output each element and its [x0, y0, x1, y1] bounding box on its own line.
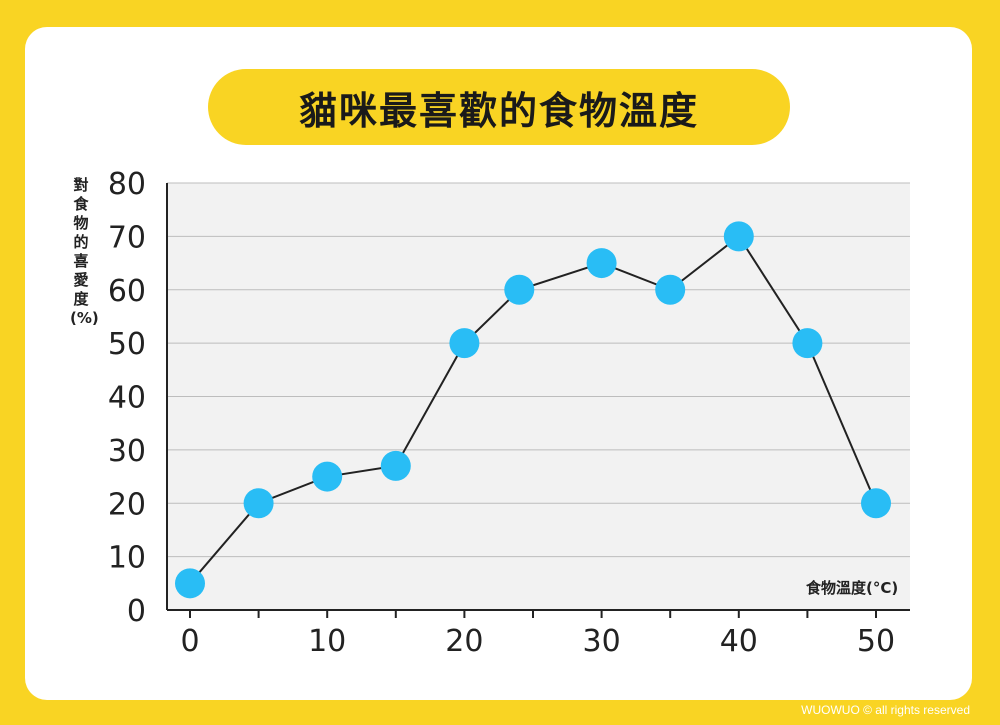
y-tick-label: 80 — [108, 167, 146, 202]
x-tick-label: 50 — [857, 624, 895, 659]
data-point — [312, 461, 343, 492]
x-tick-label: 30 — [583, 624, 621, 659]
x-tick-label: 10 — [308, 624, 346, 659]
chart-title-banner: 貓咪最喜歡的食物溫度 — [208, 69, 790, 145]
chart-title: 貓咪最喜歡的食物溫度 — [298, 88, 699, 133]
data-point — [175, 568, 205, 599]
data-point — [243, 488, 274, 519]
x-axis-label: 食物溫度(°C) — [806, 579, 899, 597]
y-tick-label: 0 — [127, 594, 146, 629]
y-tick-label: 50 — [108, 327, 146, 362]
copyright-footer: WUOWUO © all rights reserved — [801, 703, 970, 717]
x-tick-label: 0 — [180, 624, 199, 659]
y-tick-label: 70 — [108, 220, 146, 255]
x-tick-label: 20 — [445, 624, 483, 659]
x-tick-label: 40 — [720, 624, 758, 659]
y-tick-label: 60 — [108, 274, 146, 309]
y-tick-label: 40 — [108, 381, 146, 416]
data-point — [586, 248, 617, 279]
data-point — [504, 274, 535, 305]
data-point — [723, 221, 754, 252]
y-tick-label: 30 — [108, 434, 146, 469]
data-point — [380, 450, 411, 481]
y-axis-label: 對食物的喜愛度(%) — [70, 176, 99, 327]
y-tick-label: 10 — [108, 541, 146, 576]
data-point — [655, 274, 686, 305]
data-point — [792, 328, 823, 359]
data-point — [861, 488, 891, 519]
data-point — [449, 328, 480, 359]
y-tick-label: 20 — [108, 487, 146, 522]
